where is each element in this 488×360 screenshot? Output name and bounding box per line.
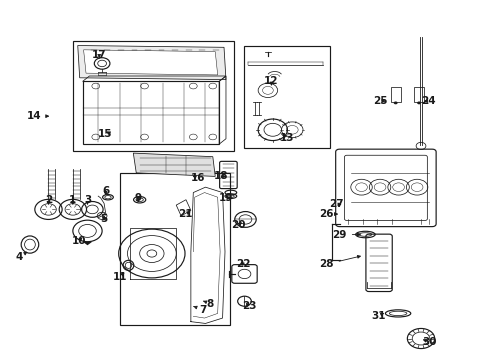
Text: 30: 30 bbox=[422, 337, 436, 347]
Bar bbox=[73, 41, 233, 151]
Circle shape bbox=[416, 102, 420, 104]
Text: 21: 21 bbox=[178, 209, 192, 219]
Circle shape bbox=[393, 102, 397, 104]
Text: 16: 16 bbox=[190, 173, 205, 183]
Bar bbox=[243, 45, 330, 148]
Text: 10: 10 bbox=[71, 236, 86, 246]
Text: 19: 19 bbox=[218, 193, 233, 203]
Text: 18: 18 bbox=[213, 171, 228, 181]
Polygon shape bbox=[83, 50, 217, 75]
Text: 20: 20 bbox=[231, 220, 245, 230]
Text: 17: 17 bbox=[92, 50, 106, 60]
Text: 9: 9 bbox=[134, 193, 142, 203]
Text: 3: 3 bbox=[84, 195, 91, 205]
Text: 2: 2 bbox=[45, 195, 52, 205]
Text: 24: 24 bbox=[421, 96, 435, 106]
Bar bbox=[413, 87, 423, 102]
Text: 27: 27 bbox=[328, 199, 343, 210]
Bar bbox=[120, 173, 229, 325]
Text: 26: 26 bbox=[319, 209, 337, 219]
Polygon shape bbox=[78, 45, 225, 80]
Text: 14: 14 bbox=[26, 111, 48, 121]
Text: 13: 13 bbox=[280, 133, 294, 143]
Text: 22: 22 bbox=[236, 259, 250, 269]
Text: 28: 28 bbox=[319, 256, 360, 269]
Text: 29: 29 bbox=[332, 230, 360, 239]
Text: 12: 12 bbox=[264, 76, 278, 86]
Text: 8: 8 bbox=[203, 299, 214, 309]
Text: 25: 25 bbox=[372, 96, 386, 106]
Text: 6: 6 bbox=[102, 186, 109, 196]
Bar bbox=[390, 87, 400, 102]
Text: 5: 5 bbox=[100, 215, 107, 224]
Polygon shape bbox=[133, 153, 215, 176]
Polygon shape bbox=[82, 242, 92, 245]
Text: 4: 4 bbox=[16, 252, 27, 262]
Text: 11: 11 bbox=[113, 272, 127, 282]
Text: 31: 31 bbox=[370, 311, 385, 320]
Text: 15: 15 bbox=[98, 129, 113, 139]
Text: 1: 1 bbox=[69, 195, 76, 205]
Text: 7: 7 bbox=[193, 305, 206, 315]
Text: 23: 23 bbox=[242, 301, 256, 311]
